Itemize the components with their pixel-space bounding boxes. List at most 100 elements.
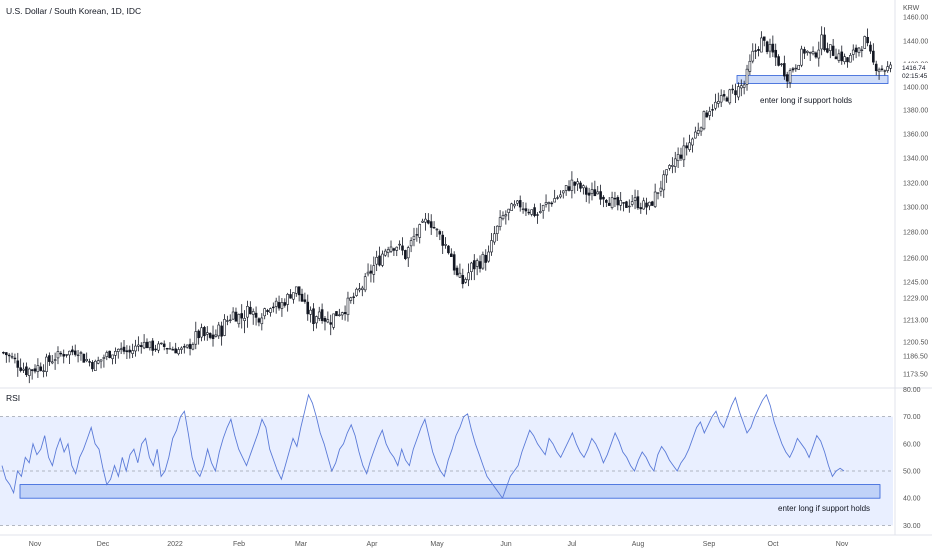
candle [780,62,783,67]
candle-body [464,279,467,283]
candle-body [73,350,77,355]
candle [401,237,404,256]
candle [114,347,117,364]
candle-body [616,197,620,206]
candle-body [312,308,315,325]
candle-body [688,142,691,150]
candle-body [361,287,364,290]
candle [495,225,499,241]
candle [280,297,284,317]
candle [211,325,215,347]
candle-body [745,68,749,85]
candle-body [797,64,800,70]
candle-body [174,348,177,354]
candle-body [541,205,545,211]
candle [286,292,289,312]
candle [541,204,545,219]
candle [378,246,381,267]
candle [125,345,129,360]
candle-body [128,349,132,353]
candle [806,50,809,56]
candle [13,353,17,364]
candle-body [395,246,399,251]
candle [484,249,488,271]
candle-body [513,204,516,207]
candle [94,359,97,371]
candle [768,38,772,58]
candle-body [814,52,818,58]
time-tick-label: May [430,541,444,548]
candle-body [498,217,502,227]
candle [846,57,849,68]
candle-body [237,314,241,325]
candle-body [208,333,212,338]
candle [682,137,686,167]
candle [777,54,780,67]
candle-body [642,200,645,210]
candle [748,54,752,76]
candle-body [280,302,284,309]
rsi-support-annotation: enter long if support holds [778,504,870,513]
candle [366,263,370,277]
candle-body [363,276,367,291]
candle [240,304,244,329]
candle-body [659,187,663,192]
price-tick-label: 1173.50 [903,372,928,379]
candle [458,263,462,278]
candle [119,342,123,354]
candle [656,192,660,200]
price-axis: 1460.001440.001420.001400.001380.001360.… [903,15,928,379]
candle-body [266,310,269,313]
candle [415,227,419,242]
candle [889,61,892,73]
candle-body [381,253,384,266]
candle [424,213,427,231]
candle [751,43,755,64]
candle-body [228,319,232,322]
candle-body [251,311,255,315]
candle-body [760,37,763,53]
candle-body [561,190,565,194]
candle-body [849,55,852,63]
candle [739,79,743,97]
candle-body [231,311,235,320]
candle [226,315,229,326]
candle-body [636,196,640,209]
candle-body [889,64,892,69]
candle-body [633,197,637,201]
candle-body [533,207,536,216]
candle [757,46,760,57]
candle [467,263,470,287]
candle [685,142,689,156]
candle-body [472,260,476,270]
candle [840,45,844,65]
candle-body [111,354,114,359]
candle [679,147,683,161]
candle-body [691,138,694,146]
candle [208,332,212,340]
candle-body [427,220,430,224]
candle-body [36,365,40,372]
candle-body [851,49,855,55]
candle [111,354,114,365]
price-tick-label: 1260.00 [903,256,928,263]
candle-body [418,224,422,238]
candle-body [840,51,844,62]
candle [886,61,889,73]
candle [665,169,668,183]
candle [435,227,439,237]
candle-body [145,341,149,349]
candle [429,214,433,235]
candle [177,347,180,356]
candle-body [866,36,869,44]
time-tick-label: Jul [568,541,577,548]
candle [289,289,292,299]
candle-body [808,51,812,54]
price-tick-label: 1380.00 [903,108,928,115]
candle-body [148,341,152,349]
candle [869,41,872,54]
price-tick-label: 1280.00 [903,230,928,237]
candle [375,250,378,272]
candle [831,38,835,57]
candle-body [392,248,396,251]
